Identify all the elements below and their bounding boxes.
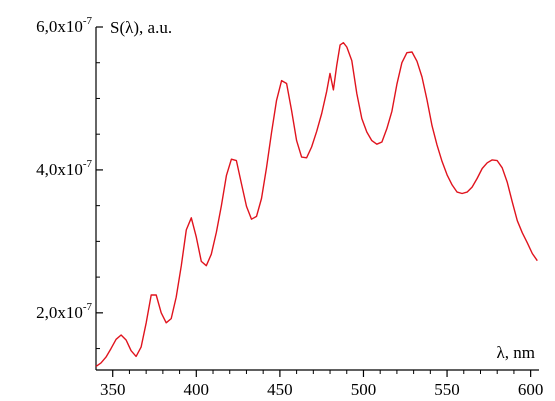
y-tick-label: 2,0x10-7 bbox=[36, 301, 92, 322]
tick-labels: 350 400 450 500 550 600 2,0x10-7 4,0x10-7 6,0x10… bbox=[36, 15, 543, 399]
y-tick-label: 6,0x10-7 bbox=[36, 15, 92, 36]
x-tick-label: 450 bbox=[267, 380, 293, 399]
y-tick-label: 4,0x10-7 bbox=[36, 158, 92, 179]
x-tick-label: 350 bbox=[100, 380, 126, 399]
ticks bbox=[96, 26, 532, 377]
x-tick-label: 600 bbox=[518, 380, 544, 399]
x-tick-label: 400 bbox=[184, 380, 210, 399]
x-axis-title: λ, nm bbox=[497, 343, 535, 362]
x-tick-label: 550 bbox=[434, 380, 460, 399]
series-line bbox=[95, 42, 538, 367]
x-tick-label: 500 bbox=[351, 380, 377, 399]
y-axis-title: S(λ), a.u. bbox=[110, 18, 172, 37]
